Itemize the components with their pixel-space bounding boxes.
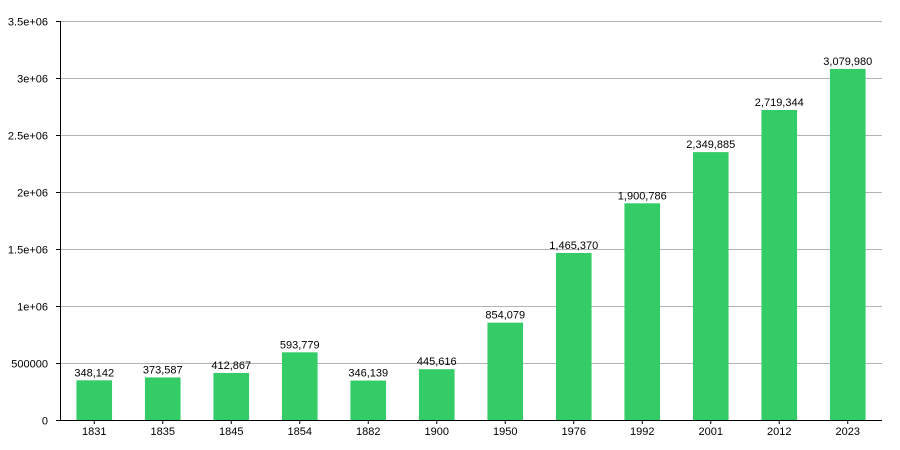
bar: [692, 152, 729, 421]
bar-value-label: 2,349,885: [686, 139, 735, 151]
x-tick-label: 1831: [82, 426, 106, 438]
bar: [418, 369, 455, 420]
y-tick-label: 3.5e+06: [8, 17, 48, 29]
y-tick-label: 1.5e+06: [8, 245, 48, 257]
y-tick-label: 2.5e+06: [8, 131, 48, 143]
bar: [213, 372, 250, 420]
bar-value-label: 2,719,344: [755, 97, 804, 109]
bar-value-label: 412,867: [211, 360, 251, 372]
bar-value-label: 1,465,370: [549, 240, 598, 252]
y-tick-label: 1e+06: [17, 302, 48, 314]
grid-lines: [60, 21, 882, 364]
x-tick-label: 1882: [356, 426, 380, 438]
y-axis: 0 500000 1e+06 1.5e+06 2e+06 2.5e+06 3e+06 3.5e…: [8, 17, 61, 428]
bar: [281, 352, 318, 420]
x-axis: 1831 1835 1845 1854 1882 1900 1950 1976 1992 2001…: [60, 420, 882, 438]
bar-value-label: 3,079,980: [823, 56, 872, 68]
bar: [761, 109, 798, 420]
y-tick-label: 2e+06: [17, 188, 48, 200]
bar-value-label: 346,139: [348, 368, 388, 380]
bar: [350, 380, 387, 420]
bar-value-label: 593,779: [280, 339, 320, 351]
x-tick-label: 1900: [425, 426, 449, 438]
y-tick-label: 3e+06: [17, 74, 48, 86]
bar-value-label: 854,079: [485, 310, 525, 322]
bar-value-label: 1,900,786: [618, 190, 667, 202]
bar: [144, 377, 181, 420]
x-tick-label: 1845: [219, 426, 243, 438]
x-tick-label: 1976: [562, 426, 586, 438]
bar: [487, 322, 524, 420]
x-tick-label: 1992: [630, 426, 654, 438]
y-tick-label: 500000: [11, 359, 48, 371]
x-tick-label: 2001: [699, 426, 723, 438]
x-tick-label: 2023: [836, 426, 860, 438]
bars: [76, 68, 866, 421]
bar-value-label: 348,142: [74, 367, 114, 379]
x-tick-label: 1950: [493, 426, 517, 438]
bar: [829, 68, 866, 421]
bar-value-label: 373,587: [143, 364, 183, 376]
x-tick-label: 1835: [151, 426, 175, 438]
bar: [555, 252, 592, 420]
data-labels: 348,142 373,587 412,867 593,779 346,139 445,6…: [74, 56, 872, 380]
y-tick-label: 0: [42, 416, 48, 428]
x-tick-label: 2012: [767, 426, 791, 438]
bar: [624, 203, 661, 420]
x-tick-label: 1854: [288, 426, 312, 438]
bar-value-label: 445,616: [417, 356, 457, 368]
bar: [76, 380, 113, 420]
